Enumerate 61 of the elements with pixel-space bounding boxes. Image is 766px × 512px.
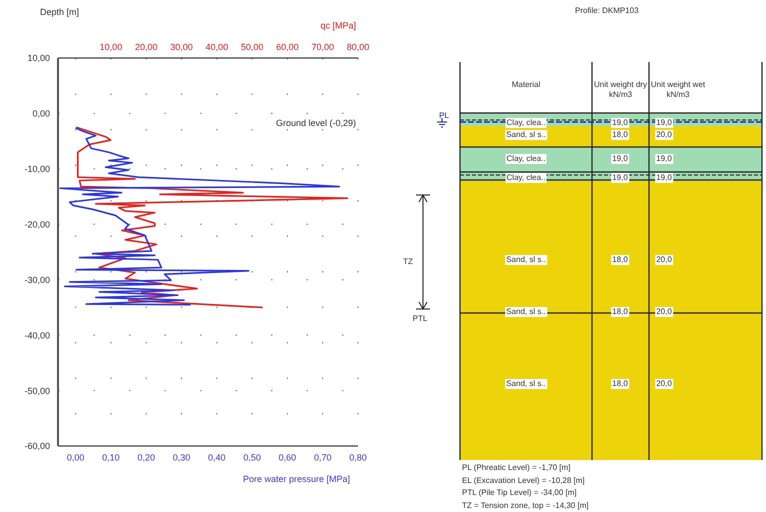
- x-tick-label: 0,60: [278, 452, 296, 462]
- x-tick-label: 0,20: [137, 452, 155, 462]
- y-axis-title: Depth [m]: [40, 7, 80, 17]
- x-tick-label: 0,70: [314, 452, 332, 462]
- x-axis-title: Pore water pressure [MPa]: [242, 474, 350, 484]
- text: 18,0: [611, 379, 629, 389]
- text: Unit weight dry kN/m3: [593, 80, 648, 100]
- x2-tick-label: 30,00: [170, 42, 193, 52]
- text: Sand, sl s..: [505, 255, 547, 265]
- x-tick-label: 0,40: [208, 452, 226, 462]
- x2-tick-label: 70,00: [311, 42, 334, 52]
- x2-tick-label: 20,00: [134, 42, 158, 52]
- y-tick-label: 10,00: [27, 53, 50, 64]
- text: PL: [439, 111, 449, 120]
- text: Sand, sl s..: [505, 307, 547, 317]
- text: TZ: [403, 257, 413, 266]
- text: 19,0: [611, 118, 629, 128]
- text: 18,0: [611, 130, 629, 140]
- text: TZ = Tension zone, top = -14,30 [m]: [462, 500, 589, 510]
- text: 20,0: [655, 130, 673, 140]
- y-tick-label: 0,00: [32, 108, 50, 119]
- x2-tick-label: 50,00: [240, 42, 264, 52]
- text: Profile: DKMP103: [575, 6, 639, 15]
- x-tick-label: 0,00: [66, 452, 84, 462]
- text: EL (Excavation Level) = -10,28 [m]: [462, 476, 585, 484]
- text: 19,0: [611, 154, 629, 164]
- text: 19,0: [655, 154, 673, 164]
- x2-axis-title: qc [MPa]: [320, 20, 356, 30]
- x2-tick-label: 60,00: [276, 42, 299, 52]
- text: Sand, sl s..: [505, 379, 547, 389]
- text: 18,0: [611, 307, 629, 317]
- text: PTL (Pile Tip Level) = -34,00 [m]: [462, 488, 577, 497]
- text: Clay, clea..: [506, 154, 546, 164]
- text: 19,0: [611, 173, 629, 183]
- text: 20,0: [655, 255, 673, 265]
- text: 19,0: [655, 173, 673, 183]
- y-tick-label: -60,00: [24, 441, 50, 452]
- x-tick-label: 0,10: [102, 452, 120, 462]
- x-tick-label: 0,80: [349, 452, 367, 462]
- text: Sand, sl s..: [505, 130, 547, 140]
- x-tick-label: 0,30: [172, 452, 190, 462]
- y-tick-label: -50,00: [24, 386, 50, 396]
- text: PTL: [412, 314, 428, 323]
- x2-tick-label: 40,00: [206, 42, 228, 52]
- text: 20,0: [655, 379, 673, 389]
- y-tick-label: -40,00: [24, 330, 50, 340]
- annotation: Ground level (-0,29): [276, 118, 356, 128]
- text: Unit weight wet kN/m3: [650, 80, 706, 100]
- x-tick-label: 0,50: [243, 452, 261, 462]
- y-tick-label: -10,00: [24, 164, 50, 174]
- text: Clay, clea..: [506, 118, 546, 128]
- y-tick-label: -30,00: [24, 274, 50, 285]
- x2-tick-label: 80,00: [346, 42, 370, 52]
- y-tick-label: -20,00: [24, 219, 50, 230]
- text: 18,0: [611, 255, 629, 265]
- text: 19,0: [655, 118, 673, 128]
- text: Clay, clea..: [506, 173, 546, 183]
- text: Material: [510, 80, 542, 90]
- text: PL (Phreatic Level) = -1,70 [m]: [462, 463, 570, 472]
- text: 20,0: [655, 307, 673, 317]
- x2-tick-label: 10,00: [100, 42, 122, 52]
